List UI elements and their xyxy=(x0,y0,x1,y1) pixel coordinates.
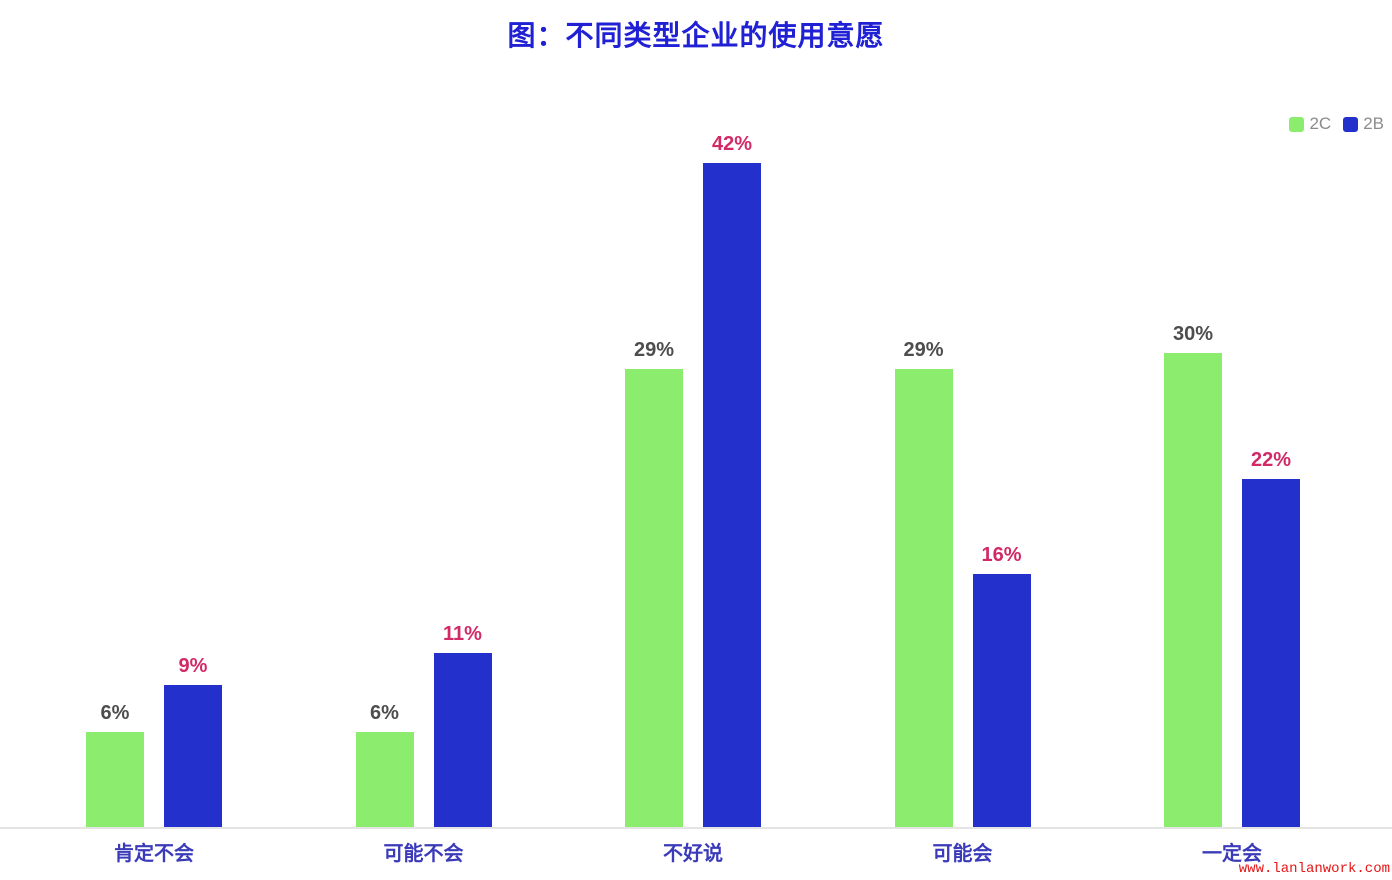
bar-value-label: 30% xyxy=(1172,323,1214,345)
x-axis-label: 可能会 xyxy=(932,843,993,865)
bar-rect-2c xyxy=(1164,353,1222,827)
bar-rect-2c xyxy=(355,732,414,827)
bar-rect-2c xyxy=(86,732,144,827)
bar-rect-2b xyxy=(972,574,1031,827)
legend-item-2c: 2C xyxy=(1289,114,1331,134)
bar-column-2b: 16% xyxy=(972,544,1031,827)
bar-rect-2b xyxy=(433,653,492,827)
legend-swatch-2b-icon xyxy=(1343,116,1359,132)
bar-rect-2c xyxy=(894,369,953,827)
bar-group: 29% 42% xyxy=(625,133,761,827)
bar-column-2b: 9% xyxy=(164,655,222,827)
legend-swatch-2c-icon xyxy=(1289,116,1305,132)
legend-label-2b: 2B xyxy=(1363,114,1384,133)
bar-rect-2c xyxy=(625,369,683,827)
bar-rect-2b xyxy=(164,685,222,827)
x-axis-label: 不好说 xyxy=(663,843,723,865)
bar-column-2b: 22% xyxy=(1242,449,1300,827)
bar-column-2b: 42% xyxy=(703,133,761,827)
x-axis-label: 肯定不会 xyxy=(114,843,194,865)
bar-column-2c: 29% xyxy=(625,339,683,827)
bar-value-label: 11% xyxy=(443,623,482,645)
bar-value-label: 29% xyxy=(633,339,675,361)
bar-group: 29% 16% xyxy=(894,339,1031,827)
chart-title: 图：不同类型企业的使用意愿 xyxy=(507,20,885,51)
bar-value-label: 6% xyxy=(100,702,130,724)
bar-rect-2b xyxy=(703,163,761,827)
bar-value-label: 16% xyxy=(981,544,1022,566)
bar-column-2c: 6% xyxy=(86,702,144,827)
bar-value-label: 22% xyxy=(1250,449,1292,471)
bar-value-label: 6% xyxy=(370,702,399,724)
watermark: www.lanlanwork.com xyxy=(1238,861,1390,877)
bar-value-label: 9% xyxy=(178,655,208,677)
legend-item-2b: 2B xyxy=(1343,114,1384,134)
legend: 2C 2B xyxy=(1289,114,1384,134)
x-axis-label: 一定会 xyxy=(1202,843,1262,865)
bar-column-2b: 11% xyxy=(433,623,492,827)
legend-label-2c: 2C xyxy=(1309,114,1332,133)
x-axis-label: 可能不会 xyxy=(383,843,464,865)
bar-column-2c: 6% xyxy=(355,702,414,827)
bar-value-label: 29% xyxy=(903,339,944,361)
bar-column-2c: 29% xyxy=(894,339,953,827)
bar-group: 30% 22% xyxy=(1164,323,1300,827)
bar-rect-2b xyxy=(1242,479,1300,827)
bar-group: 6% 9% xyxy=(86,655,222,827)
x-axis-line xyxy=(0,827,1392,829)
bar-value-label: 42% xyxy=(711,133,753,155)
bar-column-2c: 30% xyxy=(1164,323,1222,827)
bar-group: 6% 11% xyxy=(355,623,492,827)
